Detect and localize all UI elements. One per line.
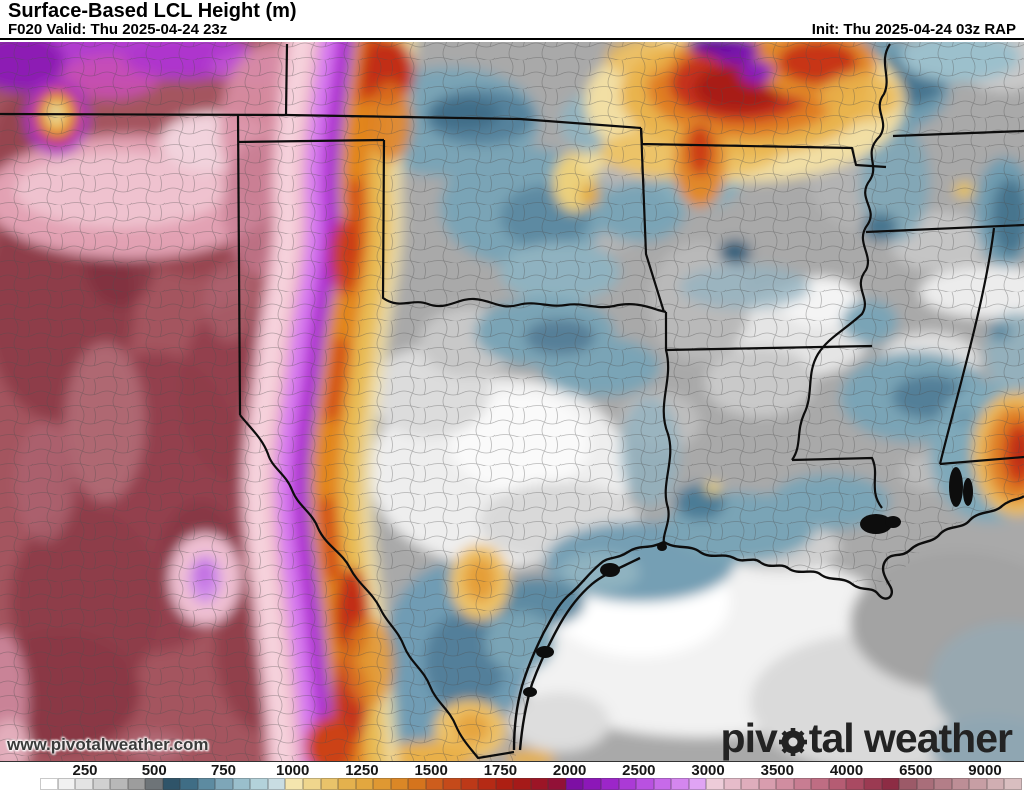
colorbar-cell [583,778,601,790]
colorbar-cell [338,778,356,790]
colorbar-cell [618,778,637,790]
colorbar-tick-label: 1500 [414,762,448,779]
colorbar-cell [758,778,777,790]
colorbar-cell [881,778,900,790]
colorbar-cell [530,778,549,790]
colorbar-tick-label: 500 [141,762,167,779]
colorbar-cell [565,778,584,790]
colorbar-cell [110,778,128,790]
header-bar: Surface-Based LCL Height (m) F020 Valid:… [0,0,1024,40]
model-init-text: Init: Thu 2025-04-24 03z RAP [811,21,1016,38]
colorbar-cell [250,778,268,790]
colorbar-cell [443,778,461,790]
watermark-url: www.pivotalweather.com [7,735,209,754]
logo-text-before: piv [720,715,778,761]
colorbar-cell [478,778,496,790]
weather-map: www.pivotalweather.com piv tal weather [0,42,1024,762]
colorbar-cell [232,778,251,790]
colorbar-cell [495,778,514,790]
colorbar-tick-label: 1000 [276,762,310,779]
water-bodies [523,467,973,697]
colorbar-cell [916,778,935,790]
colorbar-tick-label: 9000 [968,762,1002,779]
pivotal-weather-logo: piv tal weather [720,715,1013,761]
colorbar-cell [408,778,426,790]
colorbar-cell [671,778,689,790]
colorbar-cell [741,778,759,790]
colorbar-tick-label: 1750 [483,762,518,779]
colorbar-tick-label: 3500 [760,762,794,779]
colorbar-cell [75,778,93,790]
colorbar-cell [1004,778,1022,790]
colorbar-cell [145,778,163,790]
colorbar-cell [513,778,531,790]
colorbar-cell [899,778,917,790]
colorbar-cell [601,778,619,790]
colorbar-cell [302,778,321,790]
colorbar-cell [285,778,303,790]
logo-text-after: tal weather [808,715,1013,761]
colorbar-cell [355,778,374,790]
colorbar-cell [986,778,1005,790]
colorbar-cell [951,778,970,790]
colorbar-cell [162,778,181,790]
colorbar-cell [390,778,409,790]
colorbar-cell [653,778,672,790]
colorbar-cell [688,778,707,790]
colorbar-cell [706,778,724,790]
colorbar-cell [934,778,952,790]
state-borders [0,43,1024,760]
colorbar-tick-label: 6500 [899,762,933,779]
colorbar-cell [373,778,391,790]
colorbar-tick-label: 2000 [552,762,587,779]
colorbar-cell [197,778,216,790]
colorbar-cell [57,778,76,790]
colorbar-cells [40,778,1022,790]
colorbar-cell [846,778,864,790]
colorbar-cell [215,778,233,790]
colorbar-cell [723,778,742,790]
colorbar-cell [127,778,146,790]
colorbar-cell [92,778,111,790]
lcl-map-canvas [0,42,1024,761]
colorbar-tick-label: 1250 [345,762,379,779]
colorbar-tick-label: 2500 [622,762,656,779]
colorbar-tick-label: 750 [210,762,236,779]
colorbar-cell [776,778,794,790]
colorbar-cell [636,778,654,790]
forecast-valid-text: F020 Valid: Thu 2025-04-24 23z [8,21,228,38]
colorbar-cell [425,778,444,790]
colorbar-cell [460,778,479,790]
colorbar-cell [793,778,812,790]
page-title: Surface-Based LCL Height (m) [8,0,297,22]
colorbar-cell [969,778,987,790]
colorbar-cell [180,778,198,790]
coastline [512,495,1024,751]
colorbar-tick-label: 250 [72,762,98,779]
gear-icon [778,727,807,756]
colorbar-cell [863,778,882,790]
colorbar-tick-label: 3000 [691,762,725,779]
colorbar-cell [320,778,339,790]
colorbar-tick-label: 4000 [829,762,864,779]
colorbar-cell [267,778,286,790]
colorbar-cell [811,778,829,790]
colorbar-cell [828,778,847,790]
colorbar-cell [40,778,58,790]
colorbar: 250 500 750 1000 1250 1500 1750 2000 2500 3000 350… [0,762,1024,791]
colorbar-cell [548,778,566,790]
